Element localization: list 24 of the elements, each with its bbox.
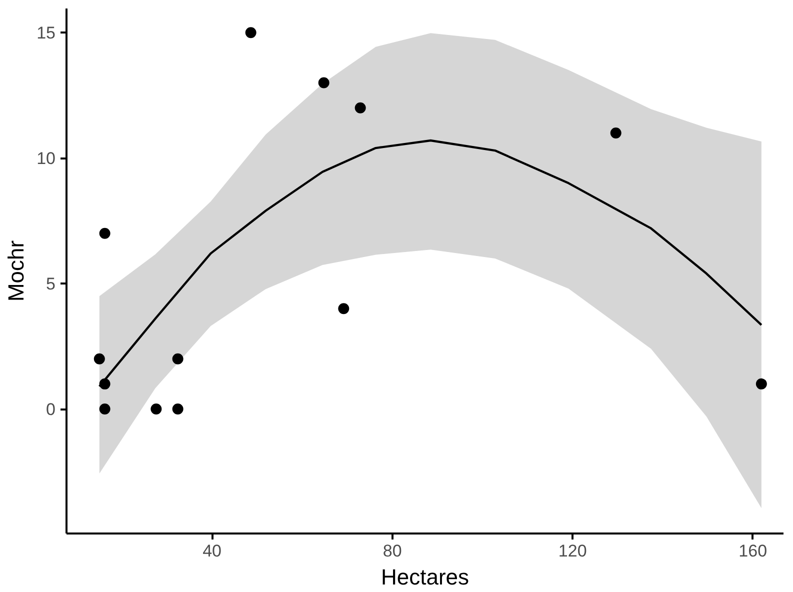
point [354,102,366,114]
point [172,404,184,415]
y-axis-title: Mochr [4,240,29,302]
x-axis-title: Hectares [380,564,470,590]
point [150,404,162,415]
point [94,353,105,364]
x-tick-label: 80 [382,542,402,560]
point [99,228,110,239]
line-series [98,139,763,388]
y-tick-label: 10 [36,149,56,168]
point [245,27,256,38]
point [318,77,330,88]
y-tick-label: 15 [36,24,56,43]
point [338,303,350,314]
x-tick-label: 120 [558,542,587,560]
point [172,353,184,364]
y-tick-label: 0 [46,400,56,420]
x-tick-label: 40 [202,542,222,560]
point [99,404,110,415]
x-tick-label: 160 [738,542,768,560]
point [610,127,622,138]
point [99,378,110,390]
point [756,378,767,390]
y-tick-label: 5 [46,274,56,294]
